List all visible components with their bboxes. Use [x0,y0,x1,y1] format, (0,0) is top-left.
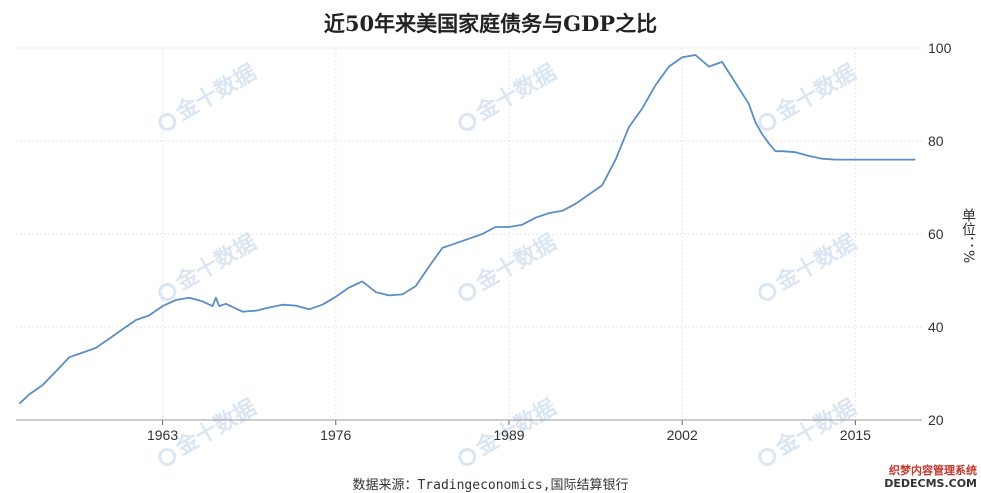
corner-logo-url: DEDECMS.COM [884,477,977,490]
x-tick-label: 1963 [147,427,178,443]
x-tick-label: 1976 [320,427,351,443]
x-tick-label: 2002 [667,427,698,443]
y-tick-label: 20 [928,412,944,428]
y-tick-label: 100 [928,40,952,56]
chart-title: 近50年来美国家庭债务与GDP之比 [323,11,658,36]
y-axis-label: 单位：% [960,208,976,264]
y-tick-label: 80 [928,133,944,149]
y-tick-label: 60 [928,226,944,242]
x-tick-label: 1989 [493,427,524,443]
y-tick-label: 40 [928,319,944,335]
series-line [18,54,916,405]
corner-logo: 织梦内容管理系统 DEDECMS.COM [884,464,977,490]
source-note: 数据来源：Tradingeconomics,国际结算银行 [352,478,629,493]
x-tick-label: 2015 [840,427,871,443]
corner-logo-text: 织梦内容管理系统 [889,464,977,477]
